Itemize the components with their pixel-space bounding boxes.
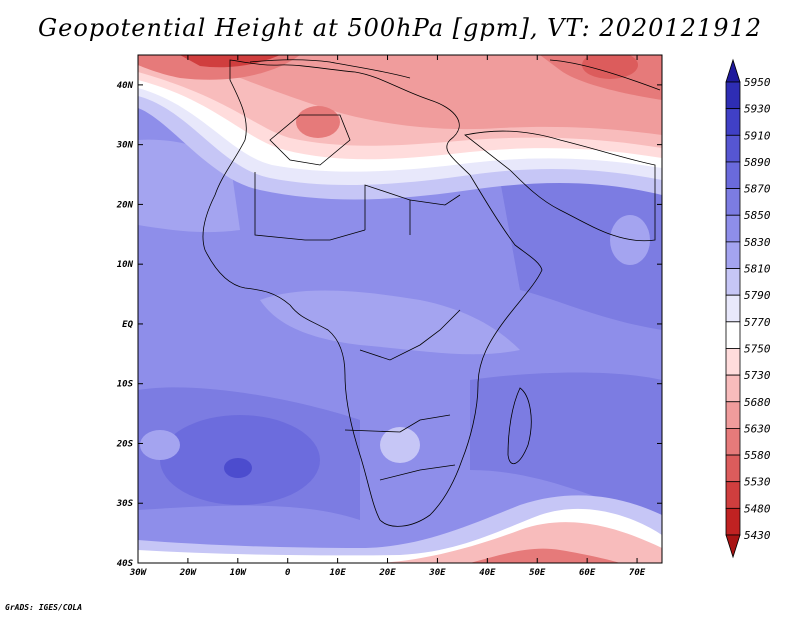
colorbar-top-arrow — [725, 58, 741, 83]
field-zone-5580-south — [470, 548, 620, 563]
colorbar-swatch — [725, 108, 741, 136]
colorbar-swatch — [725, 241, 741, 269]
border-chad — [364, 184, 411, 235]
madagascar-coastline — [507, 387, 532, 465]
colorbar-swatch — [725, 507, 741, 536]
colorbar-swatch — [725, 481, 741, 509]
lat-tick-label: 20S — [116, 439, 134, 449]
field-zone-5580-algeria — [296, 106, 340, 138]
lat-tick-label: 40N — [117, 81, 134, 91]
field-zone-5630-north — [200, 55, 662, 135]
lon-tick-label: 20W — [179, 568, 198, 578]
colorbar-bottom-arrow — [725, 534, 741, 559]
field-zone-5530-ne — [582, 55, 638, 79]
field-zone-5790-southern-africa — [380, 427, 420, 463]
footer-credit: GrADS: IGES/COLA — [5, 603, 83, 612]
field-zone-5680-south — [380, 522, 662, 563]
lat-tick-label: 10S — [117, 380, 134, 390]
colorbar-swatch — [725, 348, 741, 376]
colorbar-swatch — [725, 161, 741, 189]
colorbar-level-label: 5950 — [744, 76, 771, 89]
lon-tick-label: 20E — [378, 568, 396, 578]
colorbar-level-label: 5830 — [744, 236, 771, 249]
colorbar-level-label: 5870 — [744, 183, 771, 196]
map-title: Geopotential Height at 500hPa [gpm], VT:… — [38, 14, 762, 42]
lon-tick-label: 50E — [529, 568, 546, 578]
map-frame — [137, 54, 663, 564]
colorbar-level-label: 5680 — [744, 396, 771, 409]
colorbar-level-label: 5810 — [744, 263, 771, 276]
border-congo — [359, 309, 461, 361]
colorbar-level-label: 5750 — [744, 342, 771, 355]
colorbar-swatch — [725, 454, 741, 483]
lon-tick-label: 10W — [230, 568, 248, 578]
colorbar-swatch — [725, 401, 741, 429]
field-zone-5810-equatorial — [260, 290, 520, 355]
colorbar-level-label: 5730 — [744, 369, 771, 382]
lon-tick-label: 10E — [329, 568, 346, 578]
colorbar-swatch — [725, 214, 741, 243]
colorbar-swatch — [725, 294, 741, 323]
coastlines — [202, 59, 661, 527]
latitude-axis: 40N 30N 20N 10N EQ 10S 20S 30S 40S — [116, 81, 662, 569]
colorbar-swatch — [725, 374, 741, 403]
colorbar-swatch — [725, 134, 741, 163]
colorbar-swatch — [725, 321, 741, 349]
iran-coastline — [549, 59, 661, 91]
lon-tick-label: 60E — [579, 568, 596, 578]
colorbar-level-label: 5530 — [744, 476, 771, 489]
lat-tick-label: 20N — [116, 200, 134, 210]
colorbar-level-label: 5930 — [744, 103, 771, 116]
height-field — [138, 55, 662, 563]
border-sudan — [409, 194, 461, 206]
border-southafrica — [379, 464, 456, 481]
lat-tick-label: 10N — [117, 260, 134, 270]
colorbar-swatch — [725, 268, 741, 296]
border-sahel — [254, 172, 366, 241]
europe-coastline — [249, 59, 411, 79]
colorbar-level-label: 5480 — [744, 502, 771, 515]
lat-tick-label: EQ — [122, 320, 133, 330]
colorbar-level-label: 5580 — [744, 449, 771, 462]
colorbar-level-label: 5770 — [744, 316, 771, 329]
field-zone-5850-arabian — [500, 177, 662, 330]
lon-tick-label: 30W — [129, 568, 148, 578]
lat-tick-label: 30N — [116, 141, 134, 151]
colorbar-level-label: 5910 — [744, 129, 771, 142]
field-zone-5810-arabian-sea — [610, 215, 650, 265]
colorbar: 5950 5930 5910 5890 5870 5850 5830 5810 5790 5770… — [725, 58, 771, 559]
lat-tick-label: 40S — [117, 559, 134, 569]
colorbar-level-label: 5850 — [744, 209, 771, 222]
border-southern — [344, 414, 451, 433]
longitude-axis: 30W 20W 10W 0 10E 20E 30E 40E 50E 60E 70E — [129, 55, 646, 578]
lon-tick-label: 70E — [629, 568, 646, 578]
field-zone-5850-east — [470, 372, 662, 520]
colorbar-level-label: 5430 — [744, 529, 771, 542]
lon-tick-label: 30E — [428, 568, 446, 578]
lat-tick-label: 30S — [116, 499, 134, 509]
field-max-atlantic — [224, 458, 252, 478]
lon-tick-label: 0 — [285, 568, 291, 578]
colorbar-swatch — [725, 188, 741, 216]
colorbar-level-label: 5790 — [744, 289, 771, 302]
field-zone-5810-southatlantic — [140, 430, 180, 460]
colorbar-swatch — [725, 81, 741, 110]
lon-tick-label: 40E — [479, 568, 496, 578]
africa-coastline — [202, 59, 543, 527]
colorbar-level-label: 5890 — [744, 156, 771, 169]
arabia-coastline — [464, 130, 656, 242]
border-algeria — [269, 114, 351, 166]
colorbar-swatch — [725, 428, 741, 456]
colorbar-level-label: 5630 — [744, 422, 771, 435]
